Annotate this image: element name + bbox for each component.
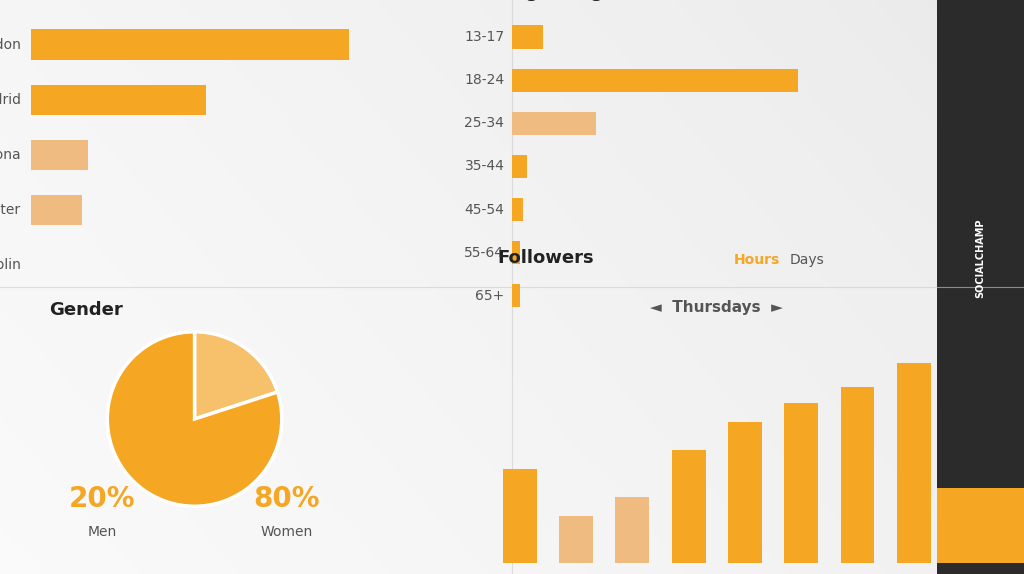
- Text: London: London: [0, 37, 22, 52]
- Bar: [728, 422, 762, 563]
- Bar: [615, 497, 649, 563]
- Text: Age range: Age range: [512, 0, 615, 1]
- Text: 35-44: 35-44: [465, 160, 505, 173]
- Wedge shape: [195, 332, 278, 419]
- Bar: [937, 0, 1024, 574]
- Bar: [897, 363, 931, 563]
- Bar: [512, 25, 543, 49]
- Text: 18-24: 18-24: [464, 73, 505, 87]
- Text: 25-34: 25-34: [465, 117, 505, 130]
- Text: ◄  Thursdays  ►: ◄ Thursdays ►: [650, 300, 783, 315]
- Bar: [31, 29, 349, 60]
- Bar: [512, 154, 527, 179]
- Text: Gender: Gender: [49, 301, 123, 319]
- Bar: [559, 515, 593, 563]
- Text: Barcelona: Barcelona: [0, 148, 22, 162]
- Bar: [512, 197, 523, 222]
- Text: 65+: 65+: [475, 289, 505, 302]
- Text: Madrid: Madrid: [0, 93, 22, 107]
- Bar: [31, 84, 206, 115]
- Text: Women: Women: [260, 525, 313, 540]
- Bar: [512, 111, 596, 135]
- Text: Men: Men: [88, 525, 117, 540]
- Text: 13-17: 13-17: [464, 30, 505, 44]
- Text: SOCIALCHAMP: SOCIALCHAMP: [976, 219, 985, 298]
- Bar: [784, 403, 818, 563]
- Bar: [672, 450, 706, 563]
- Text: Hours: Hours: [733, 253, 780, 267]
- Bar: [512, 284, 519, 308]
- Bar: [31, 195, 82, 226]
- Text: 45-54: 45-54: [465, 203, 505, 216]
- Text: Days: Days: [790, 253, 824, 267]
- Text: 20%: 20%: [70, 486, 135, 513]
- Text: 55-64: 55-64: [464, 246, 505, 259]
- Text: 80%: 80%: [254, 486, 319, 513]
- Text: Manchester: Manchester: [0, 203, 22, 217]
- Bar: [31, 140, 88, 170]
- Wedge shape: [108, 332, 282, 506]
- Bar: [937, 488, 1024, 563]
- Text: Followers: Followers: [497, 249, 594, 267]
- Bar: [503, 469, 537, 563]
- Bar: [512, 68, 799, 92]
- Bar: [841, 386, 874, 563]
- Text: Dublin: Dublin: [0, 258, 22, 273]
- Bar: [512, 241, 519, 265]
